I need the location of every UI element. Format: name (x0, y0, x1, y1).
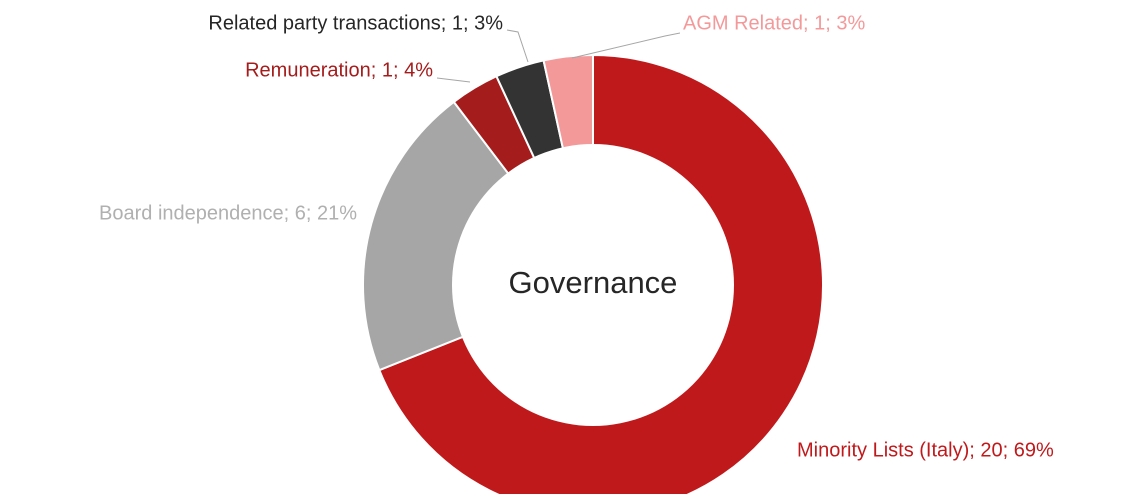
data-label: Remuneration; 1; 4% (245, 59, 433, 81)
data-label: Related party transactions; 1; 3% (208, 12, 503, 34)
leader-line (571, 32, 681, 59)
center-label: Governance (509, 265, 678, 300)
donut-hole (452, 144, 734, 426)
leader-line (436, 77, 471, 83)
data-label: Minority Lists (Italy); 20; 69% (797, 439, 1054, 461)
data-label: Board independence; 6; 21% (99, 202, 357, 224)
leader-line (506, 29, 529, 63)
data-label: AGM Related; 1; 3% (683, 12, 866, 34)
